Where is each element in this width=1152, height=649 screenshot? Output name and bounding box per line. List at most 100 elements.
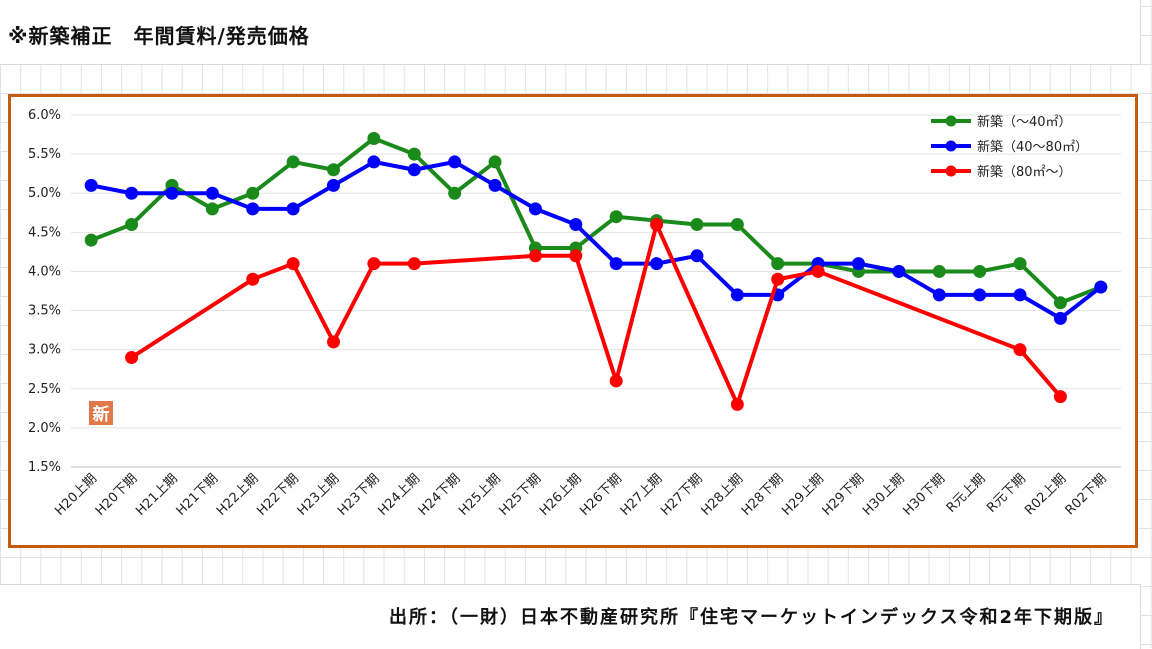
series-3-point <box>327 335 340 349</box>
series-2-point <box>327 178 340 192</box>
series-1-point <box>932 264 946 278</box>
series-3-point <box>1053 390 1067 404</box>
x-tick-label: H27下期 <box>658 471 706 519</box>
new-badge-label: 新 <box>93 404 110 425</box>
series-2-point <box>367 155 381 169</box>
x-tick-label: H30上期 <box>860 471 908 519</box>
series-2-point <box>690 249 704 263</box>
series-3-point <box>730 397 744 411</box>
series-3-point <box>528 249 542 263</box>
series-2-point <box>852 257 865 271</box>
series-2-point <box>892 264 906 278</box>
series-1-point <box>730 218 744 232</box>
series-2-point <box>650 257 664 271</box>
series-3-point <box>407 257 421 271</box>
x-tick-label: H24下期 <box>416 471 464 519</box>
series-2-point <box>165 186 179 200</box>
x-tick-label: H24上期 <box>375 471 423 519</box>
x-tick-label: H23上期 <box>295 471 343 519</box>
series-3-point <box>569 249 583 263</box>
chart-frame: 6.0% 5.5% 5.0% 4.5% 4.0% 3.5% 3.0% 2.5% 2.0% 1.5%… <box>8 94 1138 548</box>
y-tick-label: 5.0% <box>28 186 61 201</box>
series-1-line <box>89 136 1103 305</box>
series-2-point <box>528 202 542 216</box>
series-3-point <box>286 257 300 271</box>
series-3-point <box>811 264 825 278</box>
series-1-point <box>1053 296 1067 310</box>
x-tick-label: H29上期 <box>779 471 827 519</box>
series-1-point <box>125 218 139 232</box>
series-1-point <box>84 233 98 247</box>
series-1-point <box>771 257 785 271</box>
x-tick-label: H21上期 <box>133 471 181 519</box>
x-tick-label: H22上期 <box>214 471 262 519</box>
series-3-point <box>367 257 381 271</box>
x-tick-label: H25上期 <box>456 471 504 519</box>
series-1-point <box>327 163 340 177</box>
series-2-point <box>125 186 139 200</box>
series-1-point <box>1013 257 1027 271</box>
series-1-point <box>973 264 987 278</box>
x-tick-label: H30下期 <box>900 471 948 519</box>
new-badge-icon <box>89 401 113 425</box>
legend-swatch-marker <box>945 165 957 177</box>
x-tick-label: H21下期 <box>174 471 222 519</box>
x-tick-label: H28上期 <box>699 471 747 519</box>
y-tick-label: 4.0% <box>28 264 61 279</box>
series-2-line <box>89 159 1103 321</box>
series-1-point <box>690 218 704 232</box>
legend-label: 新築（～40㎡） <box>977 114 1072 130</box>
series-2-point <box>609 257 623 271</box>
source-note: 出所：（一財）日本不動産研究所『住宅マーケットインデックス令和2年下期版』 <box>389 607 1114 628</box>
y-tick-label: 5.5% <box>28 147 61 162</box>
series-1-point <box>609 210 623 224</box>
title-band: ※新築補正 年間賃料/発売価格 <box>0 0 1141 65</box>
x-tick-label: R02上期 <box>1022 471 1069 518</box>
x-tick-label: R元上期 <box>944 471 989 516</box>
series-3-point <box>609 374 623 388</box>
x-tick-label: H28下期 <box>739 471 787 519</box>
x-tick-label: H26下期 <box>577 471 625 519</box>
series-1-point <box>367 131 381 145</box>
legend-swatch-marker <box>945 140 957 152</box>
series-2-point <box>448 155 462 169</box>
x-tick-label: H27上期 <box>618 471 666 519</box>
x-tick-label: H29下期 <box>820 471 868 519</box>
series-2-point <box>1094 280 1108 294</box>
y-tick-label: 4.5% <box>28 225 61 240</box>
series-3-line <box>129 222 1063 407</box>
line-chart: 6.0% 5.5% 5.0% 4.5% 4.0% 3.5% 3.0% 2.5% 2.0% 1.5%… <box>28 108 1121 519</box>
series-2-point <box>932 288 946 302</box>
x-tick-label: H23下期 <box>335 471 383 519</box>
y-tick-label: 1.5% <box>28 460 61 475</box>
series-1-point <box>286 155 300 169</box>
x-tick-label: R02下期 <box>1063 471 1110 518</box>
series-2-point <box>1053 311 1067 325</box>
series-2-point <box>205 186 219 200</box>
x-tick-label: H26上期 <box>537 471 585 519</box>
x-tick-label: H25下期 <box>497 471 545 519</box>
series-3-point <box>246 272 260 286</box>
x-tick-label: H22下期 <box>254 471 302 519</box>
legend-label: 新築（80㎡～） <box>977 164 1072 180</box>
series-1-point <box>205 202 219 216</box>
series-1-point <box>246 186 260 200</box>
x-tick-label: H20上期 <box>52 471 100 519</box>
series-3-point <box>771 272 785 286</box>
legend-label: 新築（40～80㎡） <box>977 139 1088 155</box>
series-2-point <box>246 202 260 216</box>
series-3-point <box>125 350 139 364</box>
series-1-point <box>407 147 421 161</box>
x-tick-label: H20下期 <box>93 471 141 519</box>
legend-swatch-marker <box>945 115 957 127</box>
series-2-point <box>1013 288 1027 302</box>
series-2-point <box>569 218 583 232</box>
series-2-point <box>407 163 421 177</box>
y-tick-label: 2.0% <box>28 421 61 436</box>
series-2-point <box>84 178 98 192</box>
series-2-point <box>730 288 744 302</box>
series-1-point <box>488 155 502 169</box>
series-1-point <box>448 186 462 200</box>
y-tick-label: 2.5% <box>28 382 61 397</box>
page-title: ※新築補正 年間賃料/発売価格 <box>8 24 310 48</box>
